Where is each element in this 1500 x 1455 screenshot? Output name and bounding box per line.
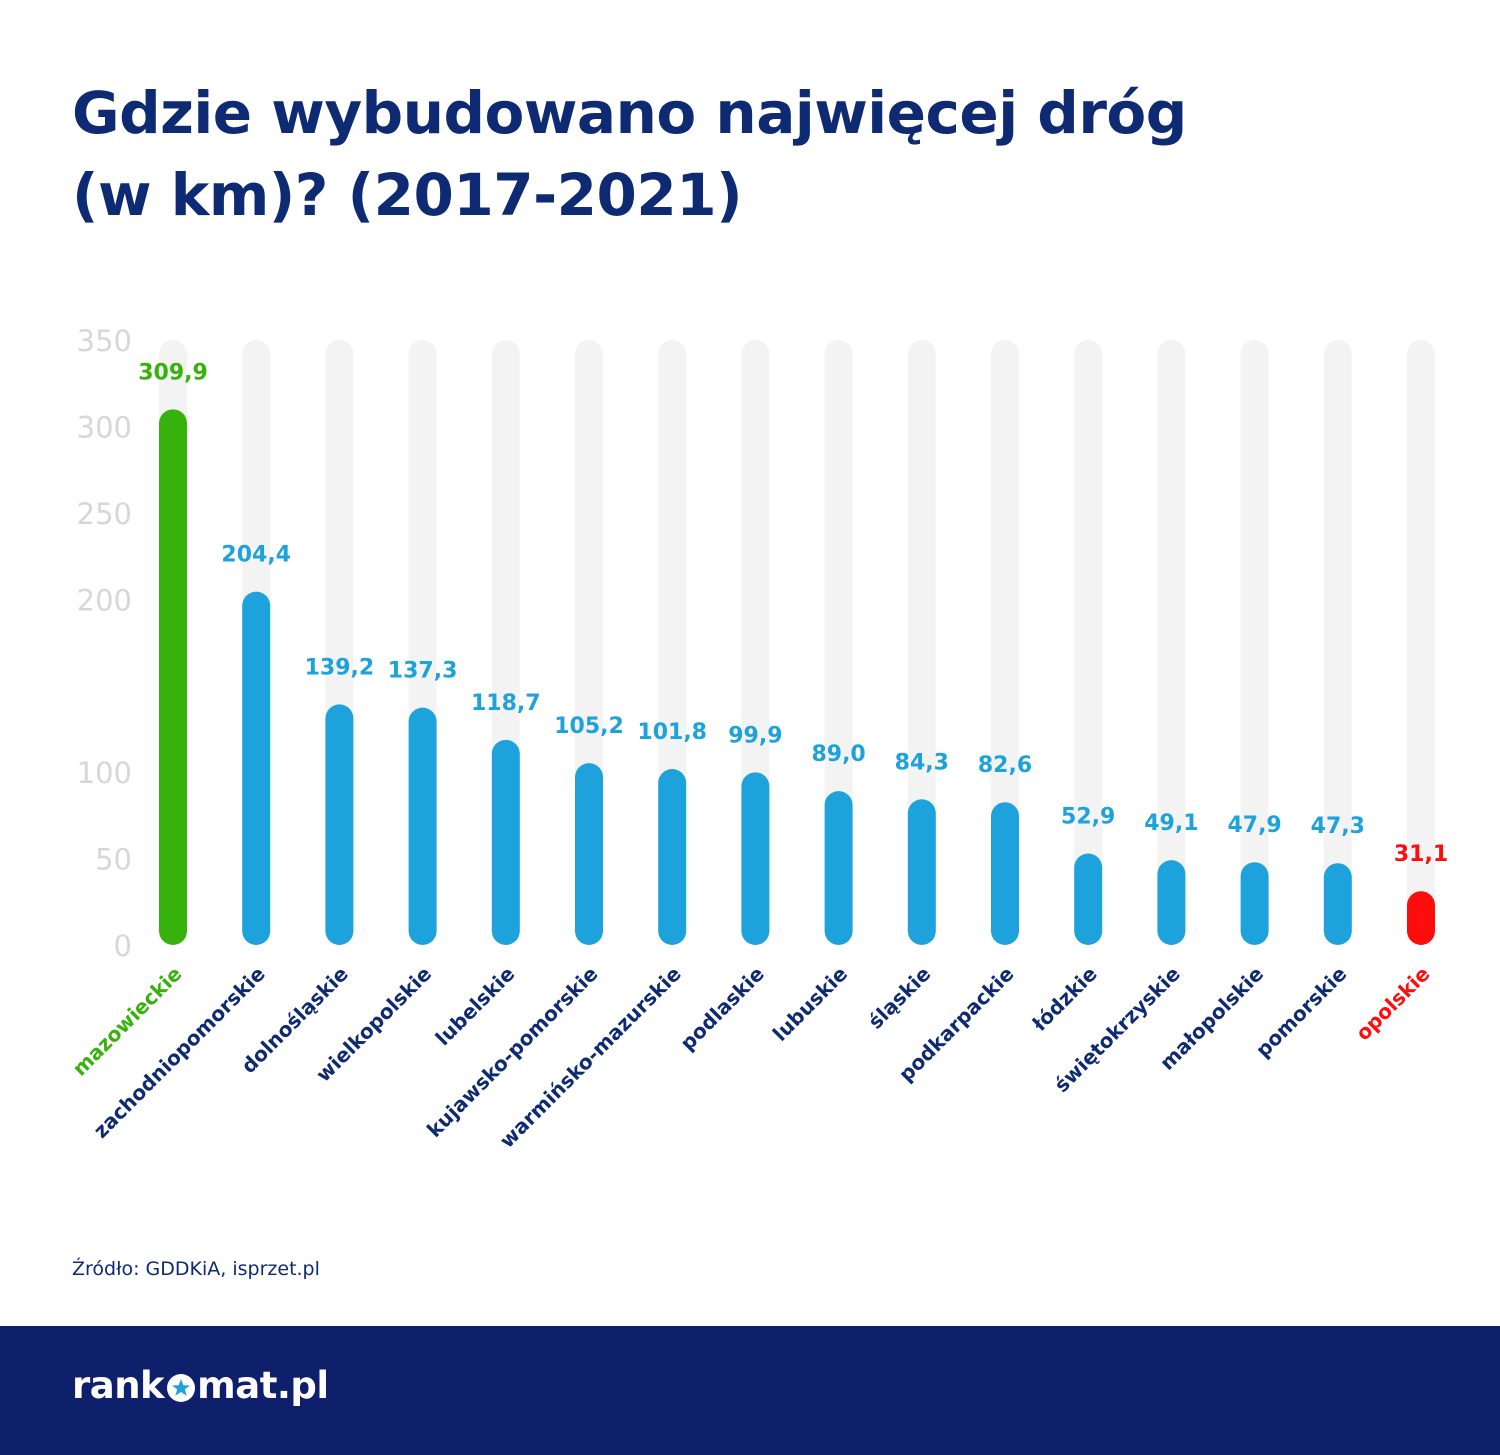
value-label: 31,1 (1394, 842, 1448, 867)
footer-bar: rank mat.pl (0, 1326, 1500, 1455)
logo-text-end: mat.pl (197, 1364, 329, 1407)
y-tick-label: 50 (95, 843, 132, 877)
value-label: 204,4 (221, 543, 291, 568)
bar (1323, 863, 1352, 945)
value-label: 89,0 (811, 742, 865, 767)
chart-title-line-1: Gdzie wybudowano najwięcej dróg (72, 79, 1187, 147)
value-label: 137,3 (388, 659, 458, 684)
bar (824, 791, 853, 945)
value-label: 52,9 (1061, 805, 1115, 830)
value-label: 99,9 (728, 723, 782, 748)
bar (1157, 860, 1186, 945)
value-label: 47,3 (1311, 814, 1365, 839)
value-label: 49,1 (1144, 811, 1198, 836)
value-label: 101,8 (637, 720, 707, 745)
category-label: zachodniopomorskie (89, 962, 270, 1143)
y-tick-label: 100 (77, 756, 132, 790)
category-label: lubelskie (431, 962, 520, 1051)
y-tick-label: 0 (114, 929, 132, 963)
bar (741, 772, 770, 945)
source-note: Źródło: GDDKiA, isprzet.pl (72, 1258, 320, 1280)
bar (491, 739, 520, 945)
value-label: 118,7 (471, 691, 541, 716)
bar (1407, 891, 1435, 945)
bar-track (1407, 340, 1435, 945)
bar-track (907, 340, 936, 945)
bar (575, 763, 603, 945)
y-tick-label: 250 (77, 497, 132, 531)
value-label: 84,3 (895, 750, 949, 775)
chart-title: Gdzie wybudowano najwięcej dróg (w km)? … (72, 72, 1372, 236)
chart-title-line-2: (w km)? (2017-2021) (72, 161, 743, 229)
star-icon (167, 1373, 196, 1402)
bar (242, 591, 271, 945)
category-label: podlaskie (675, 962, 769, 1056)
y-tick-label: 200 (77, 583, 132, 617)
bar-chart: 0 50 100 200 250 300 350 309,9 204,4 139,2 137,3 1… (68, 324, 1449, 1153)
category-label: łódzkie (1027, 962, 1102, 1037)
category-label: opolskie (1351, 962, 1435, 1046)
bar (991, 802, 1019, 945)
y-tick-label: 350 (77, 324, 132, 358)
brand-logo: rank mat.pl (72, 1364, 329, 1407)
bar-track (1074, 340, 1103, 945)
bar (658, 769, 687, 945)
value-label: 309,9 (138, 360, 208, 385)
category-labels: mazowieckiezachodniopomorskiedolnośląski… (68, 962, 1435, 1153)
bar (1240, 862, 1269, 945)
category-label: lubuskie (768, 962, 852, 1046)
bar (159, 409, 187, 946)
bar-track (1157, 340, 1186, 945)
value-labels: 309,9 204,4 139,2 137,3 118,7 105,2 101,8 99,9 8… (138, 360, 1448, 867)
value-label: 47,9 (1227, 813, 1281, 838)
bar (1074, 853, 1103, 945)
value-label: 82,6 (978, 753, 1032, 778)
value-label: 105,2 (554, 714, 624, 739)
bar-track (1323, 340, 1352, 945)
category-label: kujawsko-pomorskie (422, 962, 602, 1142)
value-label: 139,2 (305, 655, 375, 680)
category-label: śląskie (863, 962, 935, 1034)
bars (159, 409, 1435, 946)
bar-track (1240, 340, 1269, 945)
bar (325, 704, 354, 945)
y-tick-label: 300 (77, 410, 132, 444)
bar-track (991, 340, 1019, 945)
logo-text-start: rank (72, 1364, 165, 1407)
y-axis: 0 50 100 200 250 300 350 (77, 324, 132, 963)
bar (408, 707, 437, 945)
bar (907, 799, 936, 945)
